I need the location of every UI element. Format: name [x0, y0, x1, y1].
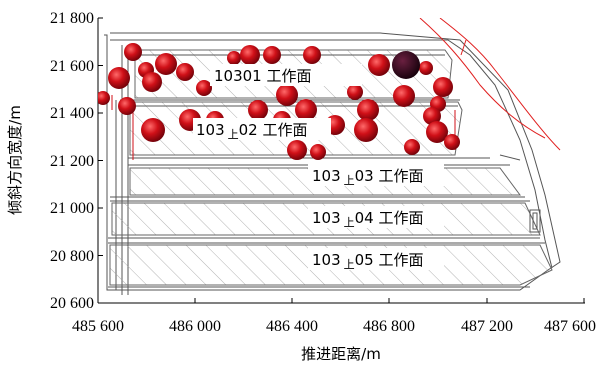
event-marker	[155, 53, 177, 75]
event-marker	[404, 139, 420, 155]
event-marker	[196, 80, 212, 96]
x-tick-label: 486 800	[363, 318, 415, 335]
x-tick-marks	[97, 298, 585, 303]
event-marker	[141, 118, 165, 142]
event-marker	[347, 84, 363, 100]
event-marker	[426, 121, 448, 143]
x-tick-label: 485 600	[72, 318, 124, 335]
event-marker	[423, 107, 441, 125]
y-tick-label: 21 800	[50, 10, 94, 27]
x-tick-label: 487 200	[461, 318, 513, 335]
event-marker	[248, 100, 268, 120]
event-marker	[295, 99, 317, 121]
event-marker	[240, 45, 260, 65]
y-axis-title: 倾斜方向宽度/m	[6, 105, 24, 215]
y-tick-label: 20 800	[50, 248, 94, 265]
event-marker	[303, 46, 321, 64]
event-marker	[142, 72, 162, 92]
event-marker	[368, 54, 390, 76]
event-marker	[98, 91, 110, 105]
event-marker	[354, 118, 378, 142]
y-tick-label: 21 000	[50, 200, 94, 217]
x-axis-title: 推进距离/m	[301, 345, 381, 363]
fault-lines	[419, 18, 561, 151]
y-tick-labels: 21 800 21 600 21 400 21 200 21 000 20 80…	[50, 10, 94, 312]
x-tick-labels: 485 600 486 000 486 400 486 800 487 200 …	[72, 318, 596, 335]
event-marker	[419, 61, 433, 75]
x-tick-label: 487 600	[544, 318, 596, 335]
event-marker	[357, 99, 379, 121]
face-label-02: 103 上02 工作面	[196, 121, 308, 141]
x-tick-label: 486 000	[169, 318, 221, 335]
face-label-10301: 10301 工作面	[214, 67, 312, 85]
y-tick-label: 21 200	[50, 153, 94, 170]
event-marker	[393, 85, 415, 107]
event-marker	[310, 144, 326, 160]
event-marker	[276, 84, 298, 106]
event-marker-large-dark	[392, 51, 420, 79]
event-marker	[176, 63, 194, 81]
y-tick-label: 20 600	[50, 295, 94, 312]
y-tick-marks	[98, 17, 103, 304]
event-marker	[227, 51, 241, 65]
face-label-05: 103 上05 工作面	[312, 251, 424, 271]
event-marker	[287, 140, 307, 160]
microseismic-events	[98, 43, 460, 160]
event-marker	[118, 97, 136, 115]
y-tick-label: 21 600	[50, 58, 94, 75]
event-marker	[263, 46, 281, 64]
x-tick-label: 486 400	[266, 318, 318, 335]
event-marker	[433, 77, 453, 97]
event-marker	[108, 67, 130, 89]
event-marker	[444, 134, 460, 150]
work-face-labels: 10301 工作面 103 上02 工作面 103 上03 工作面 103 上04 工…	[193, 64, 444, 271]
y-tick-label: 21 400	[50, 105, 94, 122]
face-label-03: 103 上03 工作面	[312, 167, 424, 187]
face-label-04: 103 上04 工作面	[312, 209, 424, 229]
event-marker	[124, 43, 142, 61]
